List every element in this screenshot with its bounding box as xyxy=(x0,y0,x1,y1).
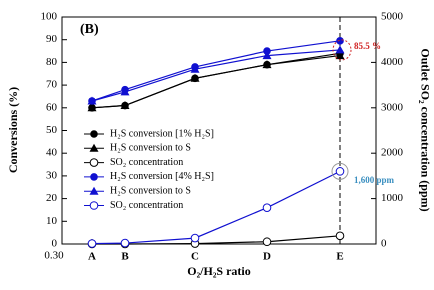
annotation: 1,600 ppm xyxy=(354,175,395,185)
y-tick-label: 100 xyxy=(41,11,58,23)
y2-tick-label: 2000 xyxy=(381,147,404,159)
legend-label: H₂S conversion [4% H₂S] xyxy=(110,171,214,182)
marker xyxy=(262,51,272,60)
x-tick-label: C xyxy=(191,251,199,263)
marker xyxy=(89,158,99,167)
marker xyxy=(87,103,97,112)
y2-tick-label: 0 xyxy=(381,238,387,250)
y-tick-label: 80 xyxy=(46,56,58,68)
y2-axis-label: Outlet SO₂ concentration (ppm) xyxy=(418,48,432,211)
highlight xyxy=(332,39,352,61)
marker xyxy=(262,203,272,212)
marker xyxy=(120,101,130,110)
annotation: 85.5 % xyxy=(354,41,381,51)
marker xyxy=(335,45,345,54)
x-tick-label: B xyxy=(121,251,129,263)
y2-tick-label: 5000 xyxy=(381,11,404,23)
y-tick-label: 70 xyxy=(46,79,58,91)
x-axis-start-label: 0.30 xyxy=(44,250,64,262)
marker xyxy=(263,47,271,55)
marker xyxy=(87,239,97,248)
marker xyxy=(89,201,99,210)
marker xyxy=(90,173,98,181)
y-tick-label: 30 xyxy=(46,169,58,181)
marker xyxy=(335,231,345,241)
legend-label: SO₂ concentration xyxy=(110,157,183,168)
y-tick-label: 60 xyxy=(46,101,58,113)
marker xyxy=(335,51,345,60)
y-tick-label: 10 xyxy=(46,215,58,227)
y-tick-label: 0 xyxy=(52,238,58,250)
marker xyxy=(335,167,345,176)
x-tick-label: A xyxy=(88,251,96,263)
marker xyxy=(336,37,344,45)
marker xyxy=(262,60,272,69)
legend-label: H₂S conversion [1% H₂S] xyxy=(110,128,214,139)
legend-label: SO₂ concentration xyxy=(110,200,183,211)
y-tick-label: 40 xyxy=(46,147,58,159)
series-line xyxy=(91,40,341,102)
y-tick-label: 90 xyxy=(46,33,58,45)
y2-tick-label: 3000 xyxy=(381,101,404,113)
y-axis-label: Conversions (%) xyxy=(6,87,20,173)
marker xyxy=(190,64,200,73)
y-tick-label: 50 xyxy=(46,124,58,136)
marker xyxy=(89,186,99,195)
marker xyxy=(190,233,200,243)
x-tick-label: D xyxy=(263,251,271,263)
marker xyxy=(262,237,272,247)
highlight xyxy=(331,162,349,180)
series-line xyxy=(91,54,341,109)
marker xyxy=(87,96,97,105)
y2-tick-label: 1000 xyxy=(381,192,404,204)
marker xyxy=(90,130,98,138)
x-axis-label: O₂/H₂S ratio xyxy=(187,264,251,278)
marker xyxy=(120,87,130,96)
marker xyxy=(120,238,130,248)
x-tick-label: E xyxy=(336,251,343,263)
marker xyxy=(89,143,99,152)
series-line xyxy=(91,52,341,109)
y-tick-label: 20 xyxy=(46,192,58,204)
marker xyxy=(190,73,200,82)
series-line xyxy=(91,49,341,102)
legend-label: H₂S conversion to S xyxy=(110,143,191,154)
panel-label: (B) xyxy=(80,22,99,37)
y2-tick-label: 4000 xyxy=(381,56,404,68)
legend-label: H₂S conversion to S xyxy=(110,185,191,196)
